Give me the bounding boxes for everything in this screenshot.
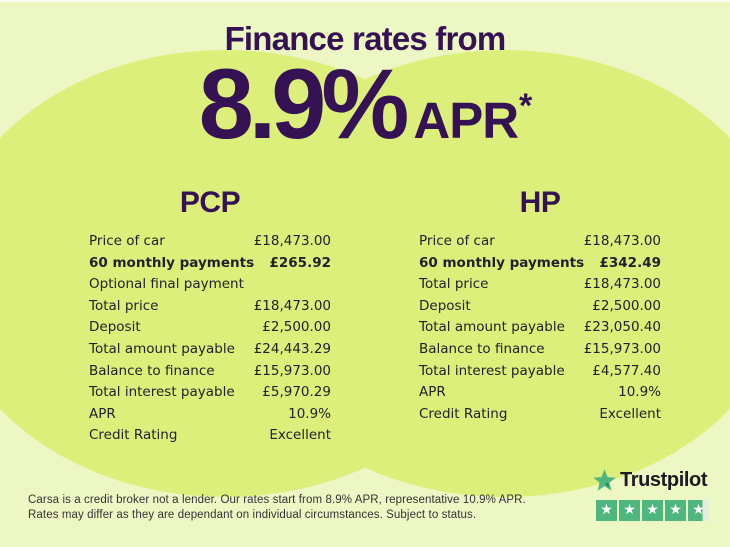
trustpilot-logo: Trustpilot (592, 468, 709, 493)
finance-row-label: Total amount payable (419, 319, 565, 336)
trustpilot-star-icon (593, 469, 616, 491)
finance-row-value: £342.49 (599, 254, 662, 271)
pcp-table: PCP Price of car £18,473.00 60 monthly pay… (89, 186, 331, 447)
finance-row-label: Price of car (89, 233, 165, 249)
finance-row-label: Total amount payable (89, 340, 235, 357)
finance-row: 60 monthly payments £342.49 (419, 253, 661, 275)
trustpilot-badge: Trustpilot ★ ★ ★ ★ ★ (592, 468, 709, 521)
finance-row: Deposit £2,500.00 (419, 296, 661, 318)
trustpilot-star-box-partial: ★ (688, 500, 709, 521)
finance-row-value: £4,577.40 (592, 362, 661, 379)
finance-row-value: 10.9% (618, 384, 661, 401)
finance-row-value: £18,473.00 (253, 233, 331, 249)
finance-row-label: Deposit (419, 297, 471, 314)
finance-row: Total interest payable £4,577.40 (419, 361, 661, 383)
finance-row: Balance to finance £15,973.00 (89, 361, 331, 383)
finance-row: Total amount payable £23,050.40 (419, 317, 661, 339)
finance-row: Total price £18,473.00 (419, 274, 661, 296)
finance-row-label: Total price (419, 276, 489, 293)
finance-row-label: Balance to finance (89, 362, 215, 379)
finance-row-value: £2,500.00 (262, 319, 331, 336)
finance-row-value: £5,970.29 (262, 384, 331, 401)
finance-row-label: Deposit (89, 319, 141, 336)
headline-rate-row: 8.9% APR* (0, 48, 730, 159)
finance-row-label: Total interest payable (419, 362, 565, 379)
headline-apr-label: APR* (413, 86, 532, 149)
hp-table: HP Price of car £18,473.00 60 monthly paym… (419, 186, 661, 425)
trustpilot-wordmark: Trustpilot (620, 469, 708, 491)
pcp-title: PCP (179, 186, 241, 219)
pcp-rows: Price of car £18,473.00 60 monthly payment… (89, 231, 331, 447)
disclaimer-line-1: Carsa is a credit broker not a lender. O… (28, 494, 526, 506)
finance-row-label: Optional final payment (89, 276, 244, 293)
headline-asterisk: * (519, 86, 532, 125)
finance-row-label: APR (419, 384, 446, 401)
finance-row-value: Excellent (599, 405, 661, 422)
finance-row-value: £18,473.00 (583, 276, 661, 293)
right-blob-background (222, 50, 730, 497)
finance-row-value: £265.92 (269, 254, 332, 271)
finance-row: Total interest payable £5,970.29 (89, 382, 331, 404)
finance-row-value: £2,500.00 (592, 297, 661, 314)
headline: Finance rates from 8.9% APR* (0, 20, 730, 155)
finance-row-label: Credit Rating (89, 427, 178, 444)
finance-row-value: £15,973.00 (253, 362, 331, 379)
finance-row: Price of car £18,473.00 (419, 231, 661, 253)
finance-row: APR 10.9% (89, 404, 331, 426)
finance-row-label: Total interest payable (89, 384, 235, 401)
finance-row: Credit Rating Excellent (419, 404, 661, 426)
finance-row: Price of car £18,473.00 (89, 231, 331, 253)
finance-row-label: Total price (89, 297, 159, 314)
headline-rate-value: 8.9% (198, 48, 410, 159)
finance-row: Balance to finance £15,973.00 (419, 339, 661, 361)
finance-row-label: Credit Rating (419, 405, 508, 422)
disclaimer-line-2: Rates may differ as they are dependant o… (28, 509, 477, 521)
finance-row-value: £18,473.00 (253, 297, 331, 314)
finance-row-value: £24,443.29 (253, 340, 331, 357)
trustpilot-star-box-full: ★ (665, 500, 686, 521)
finance-row-value: £23,050.40 (583, 319, 661, 336)
finance-row: Credit Rating Excellent (89, 425, 331, 447)
finance-row-label: 60 monthly payments (419, 254, 585, 271)
trustpilot-rating-stars: ★ ★ ★ ★ ★ (596, 500, 709, 521)
headline-title: Finance rates from (224, 20, 507, 57)
finance-row-label: 60 monthly payments (89, 254, 255, 271)
trustpilot-star-box-full: ★ (596, 500, 617, 521)
finance-row: Deposit £2,500.00 (89, 317, 331, 339)
finance-row-value: 10.9% (288, 405, 331, 422)
finance-row-value: £15,973.00 (583, 340, 661, 357)
hp-rows: Price of car £18,473.00 60 monthly payment… (419, 231, 661, 425)
trustpilot-star-box-full: ★ (642, 500, 663, 521)
finance-row-label: Price of car (419, 233, 495, 249)
disclaimer: Carsa is a credit broker not a lender. O… (28, 493, 526, 523)
finance-row-label: Balance to finance (419, 340, 545, 357)
finance-row-value: Excellent (269, 427, 331, 444)
finance-row: 60 monthly payments £265.92 (89, 253, 331, 275)
finance-row-value: £18,473.00 (583, 233, 661, 249)
hp-title: HP (519, 186, 561, 219)
finance-row: Total amount payable £24,443.29 (89, 339, 331, 361)
finance-row: Optional final payment (89, 274, 331, 296)
finance-row-label: APR (89, 405, 116, 422)
finance-row: APR 10.9% (419, 382, 661, 404)
trustpilot-star-box-full: ★ (619, 500, 640, 521)
finance-row: Total price £18,473.00 (89, 296, 331, 318)
